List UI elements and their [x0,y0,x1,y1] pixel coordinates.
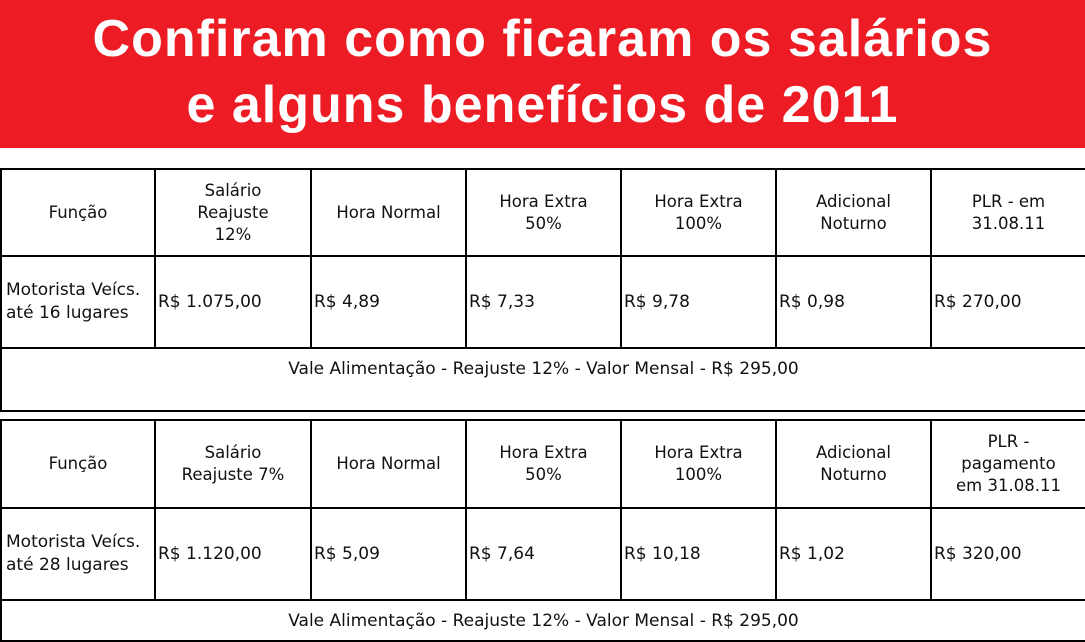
title-line-1: Confiram como ficaram os salários [92,10,993,68]
header-funcao: Função [0,419,156,509]
cell-adicional-noturno: R$ 1,02 [775,507,932,601]
table-row: Motorista Veícs. até 28 lugares R$ 1.120… [0,507,1085,601]
header-hora-extra-50-text: Hora Extra 50% [499,443,588,484]
vale-row: Vale Alimentação - Reajuste 12% - Valor … [0,599,1085,642]
cell-adicional-noturno: R$ 0,98 [775,255,932,349]
header-hora-extra-100: Hora Extra 100% [620,419,777,509]
salary-table-16-seats: Função Salário Reajuste 12% Hora Normal … [0,168,1085,412]
cell-hora-extra-100: R$ 10,18 [620,507,777,601]
header-hora-extra-100: Hora Extra 100% [620,168,777,257]
header-plr: PLR - pagamento em 31.08.11 [930,419,1085,509]
cell-hora-normal: R$ 4,89 [310,255,467,349]
header-plr-text: PLR - pagamento em 31.08.11 [956,432,1061,495]
header-hora-normal: Hora Normal [310,168,467,257]
header-funcao: Função [0,168,156,257]
header-plr-text: PLR - em 31.08.11 [971,191,1046,233]
cell-funcao: Motorista Veícs. até 28 lugares [0,507,156,601]
header-row: Função Salário Reajuste 7% Hora Normal H… [0,419,1085,509]
cell-plr: R$ 270,00 [930,255,1085,349]
vale-alimentacao-text: Vale Alimentação - Reajuste 12% - Valor … [0,599,1085,642]
header-row: Função Salário Reajuste 12% Hora Normal … [0,168,1085,257]
title-line-2: e alguns benefícios de 2011 [186,76,899,134]
vale-alimentacao-text: Vale Alimentação - Reajuste 12% - Valor … [0,347,1085,412]
header-hora-extra-100-text: Hora Extra 100% [654,443,743,484]
header-plr: PLR - em 31.08.11 [930,168,1085,257]
title-banner: Confiram como ficaram os salários e algu… [0,0,1085,148]
header-adicional-noturno: Adicional Noturno [775,168,932,257]
header-adicional-noturno-text: Adicional Noturno [816,443,891,484]
table-row: Motorista Veícs. até 16 lugares R$ 1.075… [0,255,1085,349]
header-hora-extra-50: Hora Extra 50% [465,168,622,257]
cell-salario: R$ 1.120,00 [154,507,312,601]
header-adicional-noturno-text: Adicional Noturno [816,191,891,233]
header-salario-text: Salário Reajuste 12% [197,180,269,244]
vale-row: Vale Alimentação - Reajuste 12% - Valor … [0,347,1085,412]
header-hora-normal: Hora Normal [310,419,467,509]
header-salario: Salário Reajuste 12% [154,168,312,257]
header-hora-extra-100-text: Hora Extra 100% [654,191,743,233]
header-hora-extra-50-text: Hora Extra 50% [499,191,588,233]
header-salario-text: Salário Reajuste 7% [181,443,285,484]
header-salario: Salário Reajuste 7% [154,419,312,509]
cell-hora-extra-50: R$ 7,64 [465,507,622,601]
cell-hora-extra-50: R$ 7,33 [465,255,622,349]
salary-table-28-seats: Função Salário Reajuste 7% Hora Normal H… [0,419,1085,642]
cell-hora-normal: R$ 5,09 [310,507,467,601]
header-adicional-noturno: Adicional Noturno [775,419,932,509]
cell-funcao: Motorista Veícs. até 16 lugares [0,255,156,349]
cell-plr: R$ 320,00 [930,507,1085,601]
header-hora-extra-50: Hora Extra 50% [465,419,622,509]
cell-hora-extra-100: R$ 9,78 [620,255,777,349]
cell-salario: R$ 1.075,00 [154,255,312,349]
